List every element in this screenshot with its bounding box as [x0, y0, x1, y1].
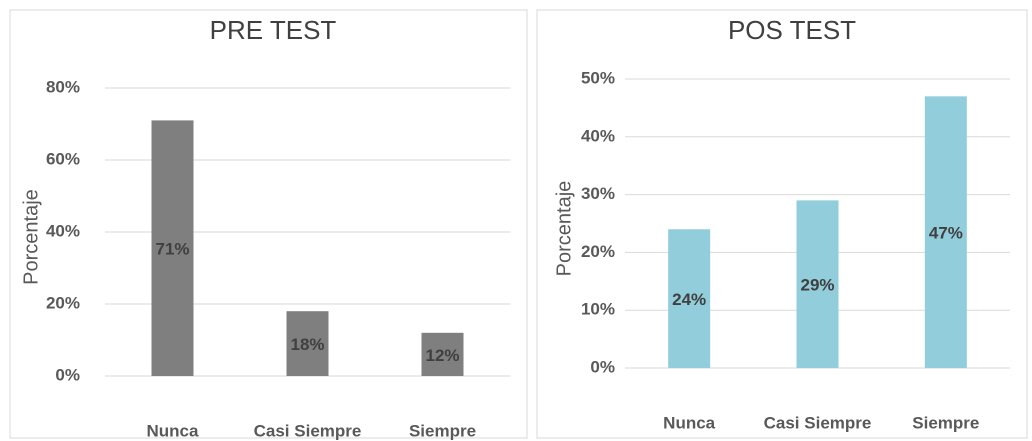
- bar: [151, 120, 194, 377]
- y-tick-label: 50%: [581, 68, 615, 87]
- y-tick-label: 30%: [581, 184, 615, 203]
- x-tick-label: Nunca: [663, 413, 716, 432]
- y-tick-label: 0%: [590, 357, 615, 376]
- x-tick-label: Casi Siempre: [764, 413, 872, 432]
- chart-title: POS TEST: [728, 15, 856, 45]
- value-label: 12%: [425, 346, 459, 365]
- y-tick-label: 10%: [581, 300, 615, 319]
- chart-frame: [9, 9, 528, 439]
- value-label: 18%: [290, 335, 324, 354]
- bar: [924, 96, 967, 368]
- bar: [421, 332, 464, 376]
- y-axis-label: Porcentaje: [553, 181, 575, 277]
- y-tick-label: 0%: [55, 365, 80, 384]
- y-tick-label: 60%: [46, 149, 80, 168]
- value-label: 71%: [155, 240, 189, 259]
- bar: [796, 200, 839, 368]
- chart-title: PRE TEST: [210, 15, 337, 45]
- x-tick-label: Siempre: [409, 421, 476, 440]
- x-tick-label: Siempre: [912, 413, 979, 432]
- y-tick-label: 40%: [581, 126, 615, 145]
- x-tick-label: Casi Siempre: [254, 421, 362, 440]
- y-tick-label: 20%: [46, 293, 80, 312]
- bar: [286, 311, 329, 376]
- y-tick-label: 40%: [46, 221, 80, 240]
- value-label: 24%: [672, 290, 706, 309]
- y-tick-label: 20%: [581, 242, 615, 261]
- value-label: 47%: [929, 224, 963, 243]
- y-tick-label: 80%: [46, 77, 80, 96]
- x-tick-label: Nunca: [147, 421, 200, 440]
- bar: [668, 229, 711, 368]
- value-label: 29%: [800, 276, 834, 295]
- y-axis-label: Porcentaje: [20, 189, 42, 285]
- chart-frame: [536, 9, 1028, 439]
